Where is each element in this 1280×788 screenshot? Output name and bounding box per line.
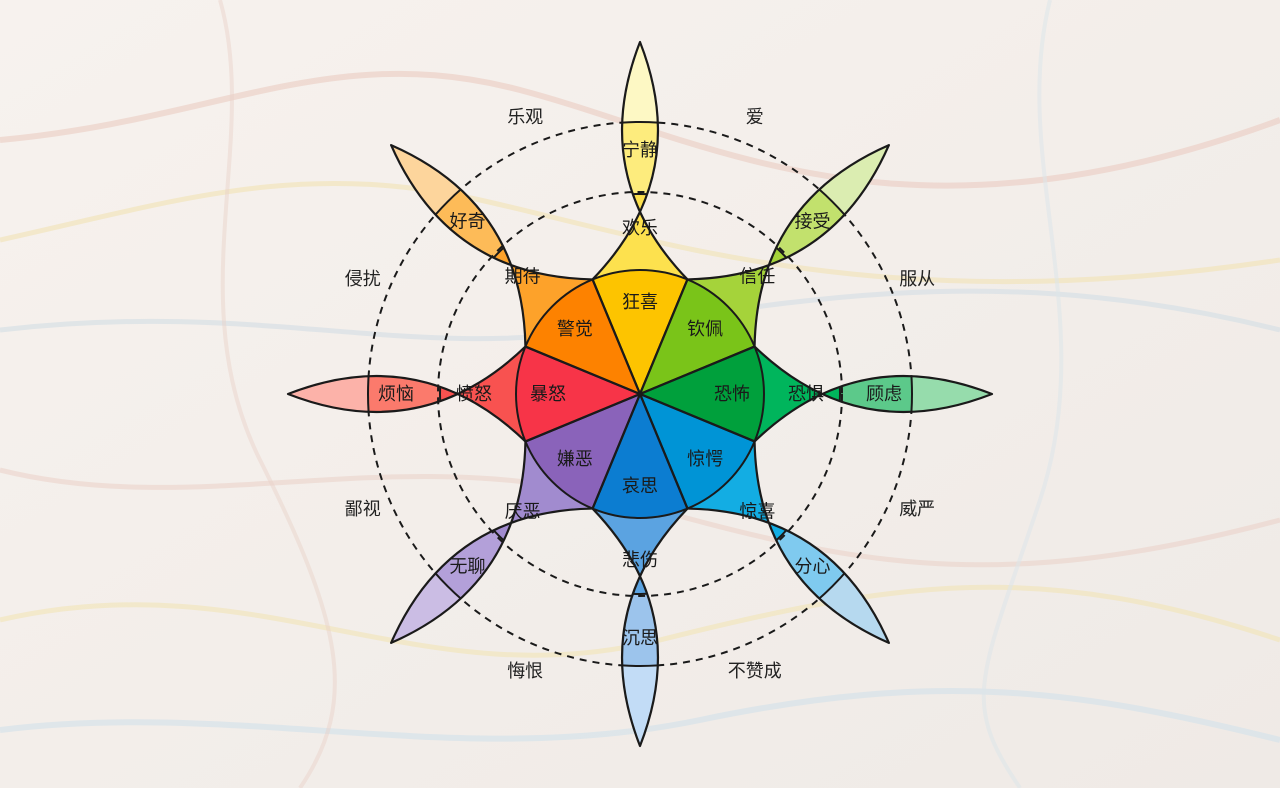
petal-sadness-band-inner [592, 394, 688, 519]
emotion-anticipation-outer: 好奇 [450, 212, 486, 233]
petal-anticipation-band-tip [391, 145, 640, 394]
petal-surprise-band-tip [640, 394, 889, 643]
dyad-label-0: 爱 [746, 107, 764, 128]
petal-surprise-outline [638, 392, 890, 644]
petal-joy-band-outer [592, 121, 688, 394]
emotion-fear-middle: 恐惧 [788, 384, 824, 405]
petal-trust-band-tip [640, 145, 889, 394]
emotion-sadness-outer: 沉思 [622, 628, 658, 649]
emotion-anger-inner: 暴怒 [530, 384, 566, 405]
emotion-sadness-inner: 哀思 [622, 476, 658, 497]
petal-anticipation-outline [390, 144, 642, 396]
emotion-trust-middle: 信任 [739, 267, 775, 288]
petal-joy-outline [591, 40, 689, 396]
emotion-anger-middle: 愤怒 [456, 384, 492, 405]
emotion-joy-outer: 宁静 [622, 140, 658, 161]
dyad-label-6: 侵扰 [345, 269, 381, 290]
emotion-trust-inner: 钦佩 [687, 319, 723, 340]
dyad-label-1: 服从 [899, 269, 935, 290]
emotion-trust-outer: 接受 [795, 212, 831, 233]
emotion-sadness-middle: 悲伤 [622, 550, 658, 571]
petal-joy-band-middle [592, 193, 688, 394]
petal-fear-band-inner [640, 346, 765, 442]
petal-anger: 烦恼 愤怒 暴怒 [286, 345, 642, 443]
petal-sadness-outline [591, 392, 689, 748]
petal-surprise: 分心 惊喜 惊愕 [638, 392, 890, 644]
emotion-anticipation-middle: 期待 [505, 267, 541, 288]
dyad-label-4: 悔恨 [507, 661, 543, 682]
dyad-label-5: 鄙视 [345, 499, 381, 520]
emotion-fear-outer: 顾虑 [866, 384, 902, 405]
petal-anger-outline [286, 345, 642, 443]
emotion-joy-inner: 狂喜 [622, 292, 658, 313]
dyad-label-2: 威严 [899, 499, 935, 520]
emotion-anger-outer: 烦恼 [378, 384, 414, 405]
petal-fear: 顾虑 恐惧 恐怖 [638, 345, 994, 443]
petal-sadness-band-outer [592, 394, 688, 667]
petal-joy-band-inner [592, 269, 688, 394]
inner-dashed-ring [437, 191, 843, 597]
emotion-surprise-outer: 分心 [795, 557, 831, 578]
petal-anger-band-middle [439, 346, 640, 442]
petal-disgust-band-middle [439, 394, 640, 595]
petal-anger-band-outer [367, 346, 640, 442]
petal-disgust-band-inner [524, 394, 640, 510]
petal-trust-band-middle [640, 193, 841, 394]
petal-surprise-band-inner [640, 394, 756, 510]
petal-sadness-band-middle [592, 394, 688, 595]
petal-disgust: 无聊 厌恶 嫌恶 [390, 392, 642, 644]
petal-surprise-band-middle [640, 394, 841, 595]
dyad-label-3: 不赞成 [728, 661, 782, 682]
petal-fear-band-outer [640, 346, 913, 442]
dyad-label-7: 乐观 [507, 107, 543, 128]
emotion-anticipation-inner: 警觉 [557, 319, 593, 340]
emotion-surprise-middle: 惊喜 [739, 501, 775, 522]
petal-fear-outline [638, 345, 994, 443]
petal-anticipation-band-inner [524, 278, 640, 394]
petal-fear-band-middle [640, 346, 841, 442]
emotion-disgust-outer: 无聊 [450, 557, 486, 578]
petal-trust-outline [638, 144, 890, 396]
emotion-disgust-middle: 厌恶 [505, 501, 541, 522]
emotion-fear-inner: 恐怖 [714, 384, 750, 405]
petal-anger-band-inner [515, 346, 640, 442]
emotion-surprise-inner: 惊愕 [687, 449, 723, 470]
petal-trust-band-inner [640, 278, 756, 394]
petal-disgust-outline [390, 392, 642, 644]
emotion-disgust-inner: 嫌恶 [557, 449, 593, 470]
petal-anticipation-band-middle [439, 193, 640, 394]
emotion-joy-middle: 欢乐 [622, 218, 658, 239]
petal-disgust-band-tip [391, 394, 640, 643]
